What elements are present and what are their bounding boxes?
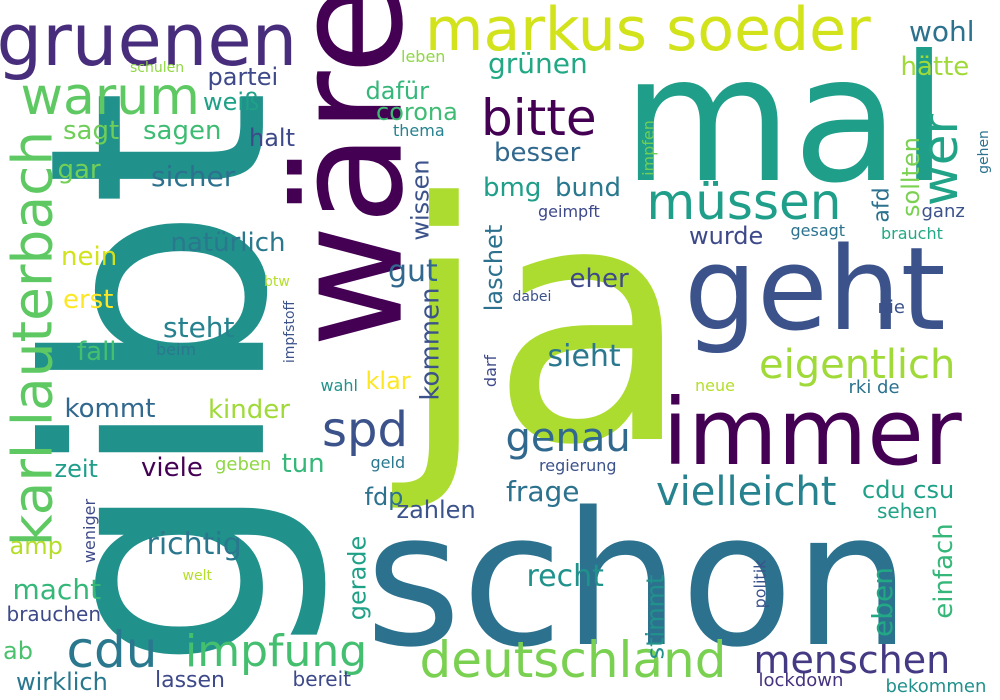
- cloud-word-deutschland: deutschland: [419, 631, 727, 689]
- cloud-word-ab: ab: [3, 637, 33, 665]
- cloud-word-corona: corona: [376, 98, 458, 126]
- cloud-word-wirklich: wirklich: [16, 668, 108, 696]
- cloud-word-bmg: bmg: [483, 173, 542, 203]
- cloud-word-karl-lauterbach: karl lauterbach: [0, 130, 65, 546]
- cloud-word-mal: mal: [622, 18, 949, 222]
- cloud-word-laschet: laschet: [480, 224, 509, 312]
- cloud-word-sagen: sagen: [143, 116, 222, 146]
- cloud-word-macht: macht: [12, 573, 102, 606]
- cloud-word-wurde: wurde: [689, 222, 764, 250]
- cloud-word-dabei: dabei: [512, 289, 552, 305]
- cloud-word-regierung: regierung: [539, 456, 617, 475]
- cloud-word-nie: nie: [877, 297, 905, 318]
- cloud-word-partei: partei: [207, 63, 279, 91]
- cloud-word-zahlen: zahlen: [396, 496, 476, 524]
- cloud-word-gehen: gehen: [975, 130, 992, 174]
- cloud-word-spd: spd: [322, 402, 408, 458]
- cloud-word-recht: recht: [526, 559, 604, 594]
- cloud-word-thema: thema: [393, 121, 445, 140]
- cloud-word-schon: schon: [365, 471, 911, 688]
- cloud-word-politik: politik: [749, 559, 769, 609]
- cloud-word-brauchen: brauchen: [6, 602, 102, 626]
- cloud-word-amp: amp: [9, 532, 63, 560]
- cloud-word-besser: besser: [494, 138, 581, 168]
- cloud-word-gruenen: gruenen: [0, 0, 298, 82]
- cloud-word-lassen: lassen: [155, 668, 225, 693]
- cloud-word-richtig: richtig: [146, 527, 242, 562]
- cloud-word-weniger: weniger: [80, 498, 100, 564]
- cloud-word-sieht: sieht: [547, 339, 621, 374]
- cloud-word-gerade: gerade: [342, 535, 371, 621]
- cloud-word-tun: tun: [281, 449, 325, 479]
- cloud-word-braucht: braucht: [881, 224, 943, 243]
- cloud-word-geben: geben: [215, 454, 272, 475]
- cloud-word-btw: btw: [264, 274, 290, 290]
- cloud-word-sagt: sagt: [63, 116, 120, 146]
- cloud-word-ja: ja: [398, 133, 692, 517]
- cloud-word-geht: geht: [684, 222, 946, 357]
- cloud-word-sicher: sicher: [151, 160, 236, 193]
- cloud-word-impfstoff: impfstoff: [282, 300, 299, 364]
- cloud-word-schulen: schulen: [130, 60, 185, 76]
- cloud-word-grünen: grünen: [488, 47, 588, 80]
- cloud-word-eben: eben: [865, 567, 899, 637]
- cloud-word-neue: neue: [695, 376, 735, 395]
- cloud-word-natürlich: natürlich: [170, 228, 286, 258]
- cloud-word-wohl: wohl: [909, 15, 975, 48]
- cloud-word-bitte: bitte: [481, 89, 597, 147]
- cloud-word-gut: gut: [388, 254, 438, 289]
- cloud-word-hätte: hätte: [900, 52, 970, 82]
- cloud-word-stimmt: stimmt: [640, 574, 669, 660]
- cloud-word-rki-de: rki de: [848, 377, 900, 398]
- cloud-word-dafür: dafür: [365, 77, 429, 105]
- cloud-word-sehen: sehen: [877, 499, 938, 523]
- cloud-word-bund: bund: [555, 173, 621, 203]
- cloud-word-afd: afd: [869, 187, 895, 223]
- cloud-word-klar: klar: [365, 367, 411, 395]
- cloud-word-genau: genau: [505, 415, 631, 461]
- cloud-word-impfung: impfung: [185, 626, 368, 677]
- cloud-word-warum: warum: [20, 67, 200, 127]
- cloud-word-leben: leben: [401, 47, 446, 66]
- cloud-word-lockdown: lockdown: [758, 670, 844, 691]
- cloud-word-beim: beim: [156, 340, 197, 359]
- cloud-word-gesagt: gesagt: [790, 221, 846, 240]
- cloud-word-vielleicht: vielleicht: [656, 469, 837, 515]
- cloud-word-geimpft: geimpft: [538, 202, 600, 221]
- cloud-word-darf: darf: [481, 354, 501, 388]
- cloud-word-müssen: müssen: [646, 173, 842, 231]
- cloud-word-frage: frage: [506, 475, 580, 508]
- cloud-word-fall: fall: [77, 337, 117, 367]
- cloud-word-fdp: fdp: [364, 483, 404, 511]
- cloud-word-kommt: kommt: [64, 394, 156, 424]
- cloud-word-markus-soeder: markus soeder: [425, 0, 871, 65]
- cloud-word-erst: erst: [63, 285, 114, 315]
- cloud-word-immer: immer: [662, 379, 962, 486]
- cloud-word-kommen: kommen: [415, 287, 446, 401]
- cloud-word-gar: gar: [57, 155, 101, 185]
- cloud-word-cdu: cdu: [66, 621, 158, 679]
- cloud-word-weiß: weiß: [203, 88, 260, 116]
- cloud-word-viele: viele: [141, 453, 203, 483]
- cloud-word-eher: eher: [569, 264, 629, 294]
- cloud-word-wahl: wahl: [320, 376, 358, 395]
- cloud-word-nein: nein: [61, 242, 118, 272]
- cloud-word-zeit: zeit: [54, 455, 98, 483]
- cloud-word-menschen: menschen: [753, 638, 951, 682]
- cloud-word-welt: welt: [182, 568, 212, 584]
- cloud-word-ganz: ganz: [921, 201, 965, 222]
- cloud-word-wissen: wissen: [406, 159, 435, 241]
- cloud-word-halt: halt: [249, 124, 295, 152]
- cloud-word-bereit: bereit: [292, 667, 352, 691]
- cloud-word-kinder: kinder: [208, 395, 290, 425]
- cloud-word-sollten: sollten: [896, 137, 925, 217]
- cloud-word-impfen: impfen: [638, 120, 658, 176]
- cloud-word-einfach: einfach: [928, 523, 959, 619]
- cloud-word-cdu-csu: cdu csu: [862, 476, 955, 504]
- cloud-word-steht: steht: [163, 311, 235, 344]
- cloud-word-geld: geld: [370, 453, 406, 472]
- cloud-word-bekommen: bekommen: [885, 676, 987, 697]
- cloud-word-eigentlich: eigentlich: [759, 342, 956, 388]
